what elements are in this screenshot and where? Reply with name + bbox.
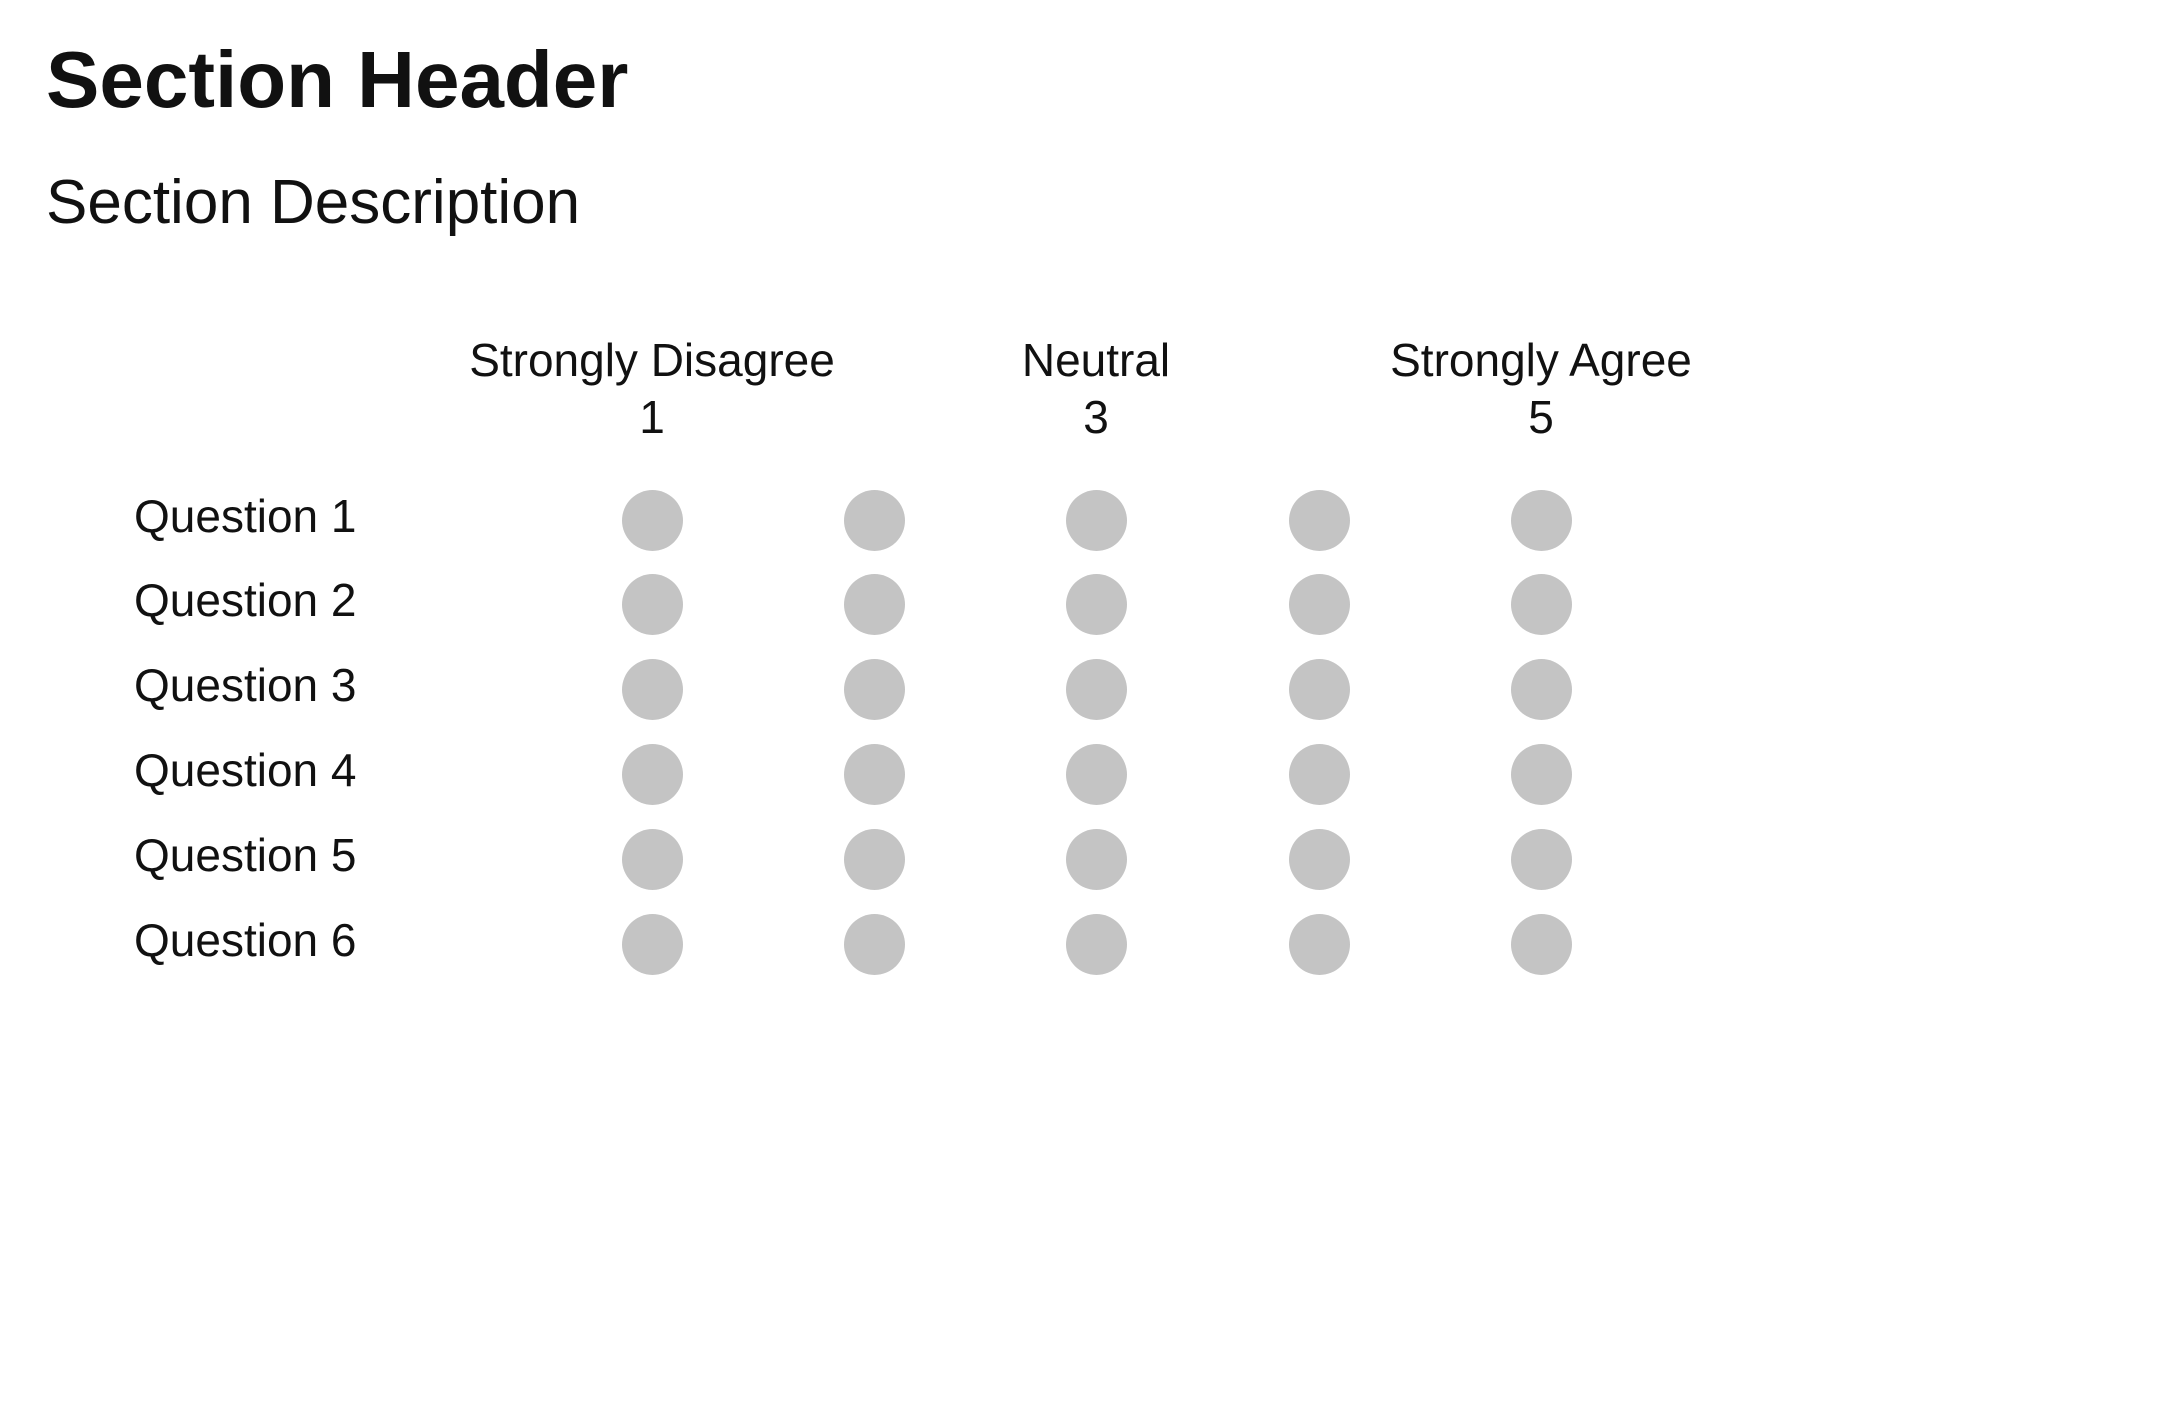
question-6-option-1-radio[interactable]: [621, 913, 683, 975]
question-5-option-1-radio[interactable]: [621, 828, 683, 890]
question-6-option-4-radio[interactable]: [1288, 913, 1350, 975]
question-2-option-2-radio[interactable]: [843, 573, 905, 635]
question-4-option-3-radio[interactable]: [1065, 743, 1127, 805]
scale-header-label: Strongly Disagree: [469, 334, 835, 386]
question-label: Question 2: [134, 574, 357, 626]
question-3-option-4-radio[interactable]: [1288, 658, 1350, 720]
question-6-option-5-radio[interactable]: [1510, 913, 1572, 975]
question-6-option-3-radio[interactable]: [1065, 913, 1127, 975]
question-4-option-4-radio[interactable]: [1288, 743, 1350, 805]
scale-header-strongly-disagree: Strongly Disagree 1: [412, 332, 892, 446]
question-6-option-2-radio[interactable]: [843, 913, 905, 975]
question-1-option-4-radio[interactable]: [1288, 489, 1350, 551]
question-3-option-2-radio[interactable]: [843, 658, 905, 720]
question-label: Question 3: [134, 659, 357, 711]
question-2-option-3-radio[interactable]: [1065, 573, 1127, 635]
question-label: Question 5: [134, 829, 357, 881]
question-5-option-4-radio[interactable]: [1288, 828, 1350, 890]
scale-header-neutral: Neutral 3: [856, 332, 1336, 446]
question-2-option-4-radio[interactable]: [1288, 573, 1350, 635]
section-header: Section Header: [46, 35, 629, 124]
scale-header-strongly-agree: Strongly Agree 5: [1301, 332, 1781, 446]
question-label: Question 1: [134, 490, 357, 542]
question-1-option-1-radio[interactable]: [621, 489, 683, 551]
question-label: Question 4: [134, 744, 357, 796]
question-5-option-2-radio[interactable]: [843, 828, 905, 890]
question-3-option-5-radio[interactable]: [1510, 658, 1572, 720]
question-1-option-2-radio[interactable]: [843, 489, 905, 551]
scale-header-value: 1: [639, 391, 665, 443]
scale-header-label: Strongly Agree: [1390, 334, 1692, 386]
question-4-option-1-radio[interactable]: [621, 743, 683, 805]
question-4-option-2-radio[interactable]: [843, 743, 905, 805]
section-description: Section Description: [46, 168, 581, 237]
question-2-option-1-radio[interactable]: [621, 573, 683, 635]
question-2-option-5-radio[interactable]: [1510, 573, 1572, 635]
question-1-option-5-radio[interactable]: [1510, 489, 1572, 551]
question-3-option-1-radio[interactable]: [621, 658, 683, 720]
question-3-option-3-radio[interactable]: [1065, 658, 1127, 720]
scale-header-value: 3: [1083, 391, 1109, 443]
question-5-option-5-radio[interactable]: [1510, 828, 1572, 890]
scale-header-value: 5: [1528, 391, 1554, 443]
question-5-option-3-radio[interactable]: [1065, 828, 1127, 890]
question-label: Question 6: [134, 914, 357, 966]
question-4-option-5-radio[interactable]: [1510, 743, 1572, 805]
question-1-option-3-radio[interactable]: [1065, 489, 1127, 551]
scale-header-label: Neutral: [1021, 334, 1171, 386]
